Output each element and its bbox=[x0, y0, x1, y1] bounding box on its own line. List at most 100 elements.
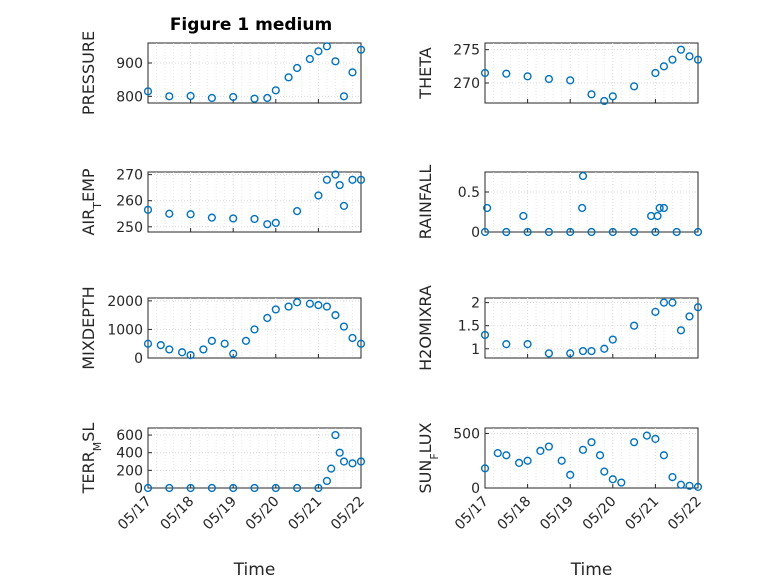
y-tick-label: 400 bbox=[116, 446, 143, 462]
y-tick-label: 1.5 bbox=[458, 319, 480, 335]
data-point bbox=[322, 302, 332, 311]
y-tick-label: 260 bbox=[116, 194, 143, 210]
y-tick-label: 0 bbox=[471, 481, 480, 497]
panel-mixdepth: 0 1000 2000 MIXDEPTH bbox=[79, 286, 366, 370]
data-point bbox=[271, 483, 280, 493]
axes-box-mixdepth bbox=[147, 297, 362, 359]
data-point bbox=[143, 87, 153, 96]
data-point bbox=[536, 446, 545, 456]
data-point bbox=[348, 175, 357, 184]
data-point bbox=[629, 321, 639, 330]
data-point bbox=[156, 341, 165, 350]
data-point bbox=[483, 203, 492, 213]
axes-box-h2omixra bbox=[484, 297, 699, 359]
data-point bbox=[676, 326, 686, 335]
data-point bbox=[566, 470, 575, 480]
data-point bbox=[356, 45, 366, 54]
data-point bbox=[293, 207, 302, 216]
data-point bbox=[305, 299, 314, 308]
y-axis-label: PRESSURE bbox=[79, 31, 98, 115]
data-point bbox=[327, 464, 336, 473]
data-point bbox=[587, 346, 596, 356]
data-point bbox=[693, 55, 703, 64]
data-point bbox=[544, 227, 554, 237]
data-point bbox=[557, 456, 566, 465]
data-point bbox=[578, 203, 587, 213]
data-point bbox=[523, 227, 532, 237]
data-point bbox=[519, 211, 528, 221]
y-axis-label: AIRTEMP bbox=[79, 168, 104, 235]
data-point bbox=[587, 438, 596, 447]
data-point bbox=[143, 339, 153, 348]
data-point bbox=[229, 483, 238, 493]
data-point bbox=[502, 451, 511, 460]
y-axis-label: MIXDEPTH bbox=[79, 286, 98, 369]
data-point bbox=[284, 73, 293, 82]
data-point bbox=[608, 475, 617, 484]
data-point bbox=[207, 213, 217, 222]
data-point bbox=[544, 442, 554, 451]
y-tick-label: 1000 bbox=[107, 322, 143, 338]
data-point bbox=[186, 351, 195, 360]
y-axis-label: H2OMIXRA bbox=[416, 285, 435, 371]
data-point bbox=[348, 459, 357, 468]
data-point bbox=[642, 431, 651, 440]
y-tick-label: 600 bbox=[116, 428, 143, 444]
data-point bbox=[578, 445, 588, 454]
data-point bbox=[207, 93, 217, 103]
panel-rainfall: 0 0.5 RAINFALL bbox=[416, 165, 703, 241]
data-point bbox=[514, 458, 524, 468]
y-tick-label: 0 bbox=[134, 351, 143, 367]
data-point bbox=[659, 203, 669, 213]
data-point bbox=[331, 311, 340, 320]
data-point bbox=[629, 227, 639, 237]
data-point bbox=[322, 175, 332, 184]
data-point bbox=[693, 482, 703, 492]
data-point bbox=[220, 339, 229, 348]
data-point bbox=[229, 214, 238, 223]
data-point bbox=[523, 340, 532, 349]
data-point bbox=[271, 218, 280, 227]
y-axis-label: TERRMSL bbox=[79, 423, 104, 495]
data-point bbox=[685, 312, 694, 321]
data-point bbox=[165, 209, 174, 218]
data-point bbox=[143, 483, 153, 493]
data-point bbox=[659, 62, 669, 71]
y-tick-label: 0 bbox=[134, 481, 143, 497]
data-point bbox=[685, 52, 694, 61]
data-point bbox=[250, 94, 259, 103]
data-point bbox=[502, 340, 511, 349]
data-point bbox=[693, 303, 703, 312]
data-point bbox=[566, 227, 575, 237]
panel-h2omixra: 1 1.5 2 H2OMIXRA bbox=[416, 285, 703, 371]
data-point bbox=[186, 210, 195, 219]
data-point bbox=[331, 430, 340, 440]
data-point bbox=[186, 91, 195, 101]
data-point bbox=[523, 72, 532, 81]
data-point bbox=[348, 333, 357, 343]
data-point bbox=[617, 478, 626, 487]
data-point bbox=[339, 201, 349, 211]
data-point bbox=[685, 481, 694, 490]
x-axis-label: Time bbox=[233, 560, 276, 580]
data-point bbox=[293, 63, 302, 73]
axes-box-rainfall bbox=[484, 171, 699, 233]
axes-box-pressure bbox=[147, 42, 362, 104]
axes-box-theta bbox=[484, 42, 699, 104]
data-point bbox=[480, 330, 490, 340]
data-point bbox=[651, 68, 660, 78]
data-point bbox=[271, 305, 280, 314]
data-point bbox=[263, 220, 272, 229]
data-point bbox=[659, 451, 669, 460]
data-point bbox=[356, 175, 366, 184]
data-point bbox=[608, 227, 617, 237]
data-point bbox=[241, 336, 251, 345]
data-point bbox=[493, 448, 502, 458]
data-point bbox=[668, 55, 677, 64]
data-point bbox=[293, 298, 302, 307]
data-point bbox=[263, 93, 272, 103]
data-point bbox=[339, 457, 349, 466]
data-point bbox=[322, 42, 332, 51]
data-point bbox=[339, 322, 349, 331]
y-tick-label: 275 bbox=[453, 43, 480, 59]
